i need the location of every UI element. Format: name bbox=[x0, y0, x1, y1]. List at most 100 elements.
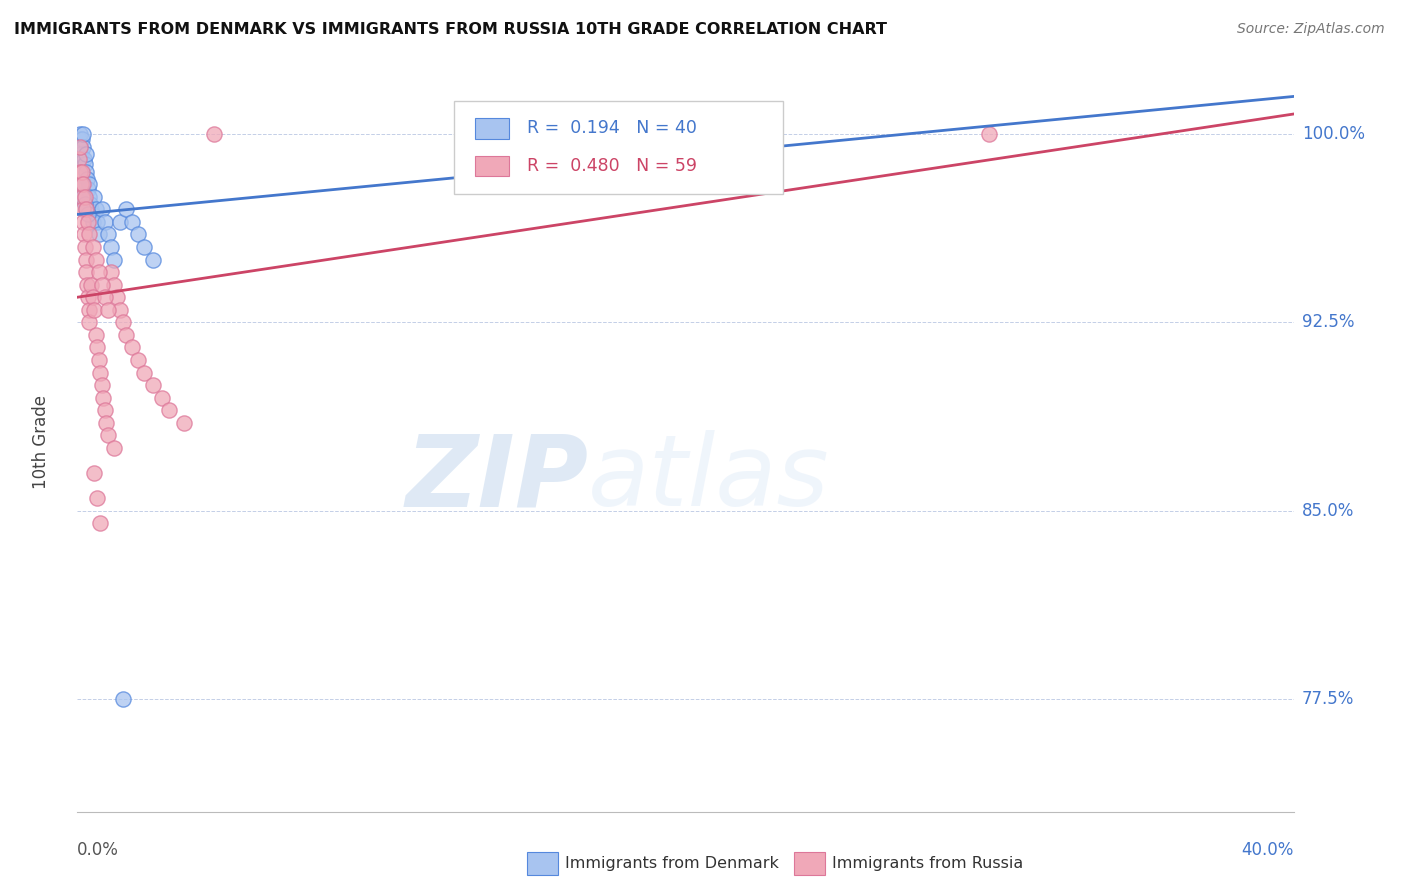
Point bbox=[69, 139, 91, 153]
Point bbox=[75, 252, 97, 267]
Point bbox=[89, 366, 111, 380]
Text: Immigrants from Denmark: Immigrants from Denmark bbox=[565, 856, 779, 871]
Point bbox=[75, 265, 97, 279]
Point bbox=[82, 240, 104, 254]
Point bbox=[87, 353, 110, 368]
Point bbox=[80, 277, 103, 292]
Point bbox=[79, 315, 101, 329]
Point bbox=[83, 190, 105, 204]
Point bbox=[127, 353, 149, 368]
Point bbox=[103, 277, 125, 292]
Point bbox=[70, 165, 93, 179]
Point bbox=[202, 127, 225, 141]
Point bbox=[103, 252, 125, 267]
Point bbox=[96, 416, 118, 430]
Point bbox=[72, 139, 94, 153]
Point bbox=[97, 302, 120, 317]
Point bbox=[84, 202, 107, 217]
Point bbox=[72, 215, 94, 229]
Point bbox=[73, 157, 96, 171]
Point bbox=[89, 516, 111, 530]
Point bbox=[77, 207, 100, 221]
Point bbox=[72, 178, 94, 192]
Point bbox=[87, 265, 110, 279]
Text: Source: ZipAtlas.com: Source: ZipAtlas.com bbox=[1237, 22, 1385, 37]
Point bbox=[73, 190, 96, 204]
Point bbox=[82, 215, 104, 229]
Point bbox=[134, 240, 156, 254]
Point bbox=[121, 215, 143, 229]
Text: 40.0%: 40.0% bbox=[1241, 841, 1294, 859]
Point bbox=[84, 327, 107, 342]
Point bbox=[142, 252, 165, 267]
FancyBboxPatch shape bbox=[475, 156, 509, 177]
Point bbox=[67, 132, 90, 146]
Point bbox=[79, 190, 101, 204]
Point bbox=[93, 290, 115, 304]
Point bbox=[93, 215, 115, 229]
Point bbox=[108, 302, 131, 317]
Point bbox=[87, 227, 110, 242]
Text: 100.0%: 100.0% bbox=[1302, 125, 1365, 143]
Point bbox=[75, 202, 97, 217]
Point bbox=[979, 127, 1001, 141]
Point bbox=[80, 202, 103, 217]
Point bbox=[72, 190, 94, 204]
Point bbox=[100, 240, 122, 254]
Point bbox=[73, 227, 96, 242]
Point bbox=[75, 165, 97, 179]
Text: 10th Grade: 10th Grade bbox=[32, 394, 49, 489]
Text: IMMIGRANTS FROM DENMARK VS IMMIGRANTS FROM RUSSIA 10TH GRADE CORRELATION CHART: IMMIGRANTS FROM DENMARK VS IMMIGRANTS FR… bbox=[14, 22, 887, 37]
FancyBboxPatch shape bbox=[475, 118, 509, 139]
Point bbox=[111, 691, 134, 706]
Point bbox=[142, 378, 165, 392]
Point bbox=[75, 202, 97, 217]
Point bbox=[70, 178, 93, 192]
Text: 85.0%: 85.0% bbox=[1302, 501, 1354, 519]
Text: atlas: atlas bbox=[588, 430, 830, 527]
Point bbox=[90, 378, 112, 392]
Point bbox=[73, 152, 96, 166]
Point bbox=[127, 227, 149, 242]
Text: R =  0.194   N = 40: R = 0.194 N = 40 bbox=[527, 120, 697, 137]
Point bbox=[80, 207, 103, 221]
Point bbox=[77, 182, 100, 196]
Point bbox=[97, 227, 120, 242]
Point bbox=[86, 340, 108, 354]
Point bbox=[76, 172, 98, 186]
Point bbox=[111, 315, 134, 329]
Point bbox=[75, 147, 97, 161]
Point bbox=[73, 197, 96, 211]
Text: ZIP: ZIP bbox=[405, 430, 588, 527]
Text: Immigrants from Russia: Immigrants from Russia bbox=[832, 856, 1024, 871]
FancyBboxPatch shape bbox=[454, 101, 783, 194]
Point bbox=[100, 265, 122, 279]
Point bbox=[70, 190, 93, 204]
Point bbox=[79, 227, 101, 242]
Point bbox=[86, 491, 108, 505]
Point bbox=[90, 202, 112, 217]
Point bbox=[108, 215, 131, 229]
Point bbox=[553, 127, 575, 141]
Point bbox=[72, 127, 94, 141]
Point bbox=[97, 428, 120, 442]
Point bbox=[83, 466, 105, 480]
Point bbox=[77, 290, 100, 304]
Point bbox=[86, 215, 108, 229]
Point bbox=[67, 152, 90, 166]
Text: R =  0.480   N = 59: R = 0.480 N = 59 bbox=[527, 157, 697, 175]
Point bbox=[73, 240, 96, 254]
Text: 0.0%: 0.0% bbox=[77, 841, 120, 859]
Point bbox=[157, 403, 180, 417]
Point bbox=[103, 441, 125, 455]
Point bbox=[115, 327, 138, 342]
Point bbox=[77, 215, 100, 229]
Point bbox=[79, 197, 101, 211]
Point bbox=[76, 277, 98, 292]
Point bbox=[77, 178, 100, 192]
Point bbox=[134, 366, 156, 380]
Point bbox=[70, 132, 93, 146]
Point bbox=[115, 202, 138, 217]
Point bbox=[69, 139, 91, 153]
Point bbox=[82, 290, 104, 304]
